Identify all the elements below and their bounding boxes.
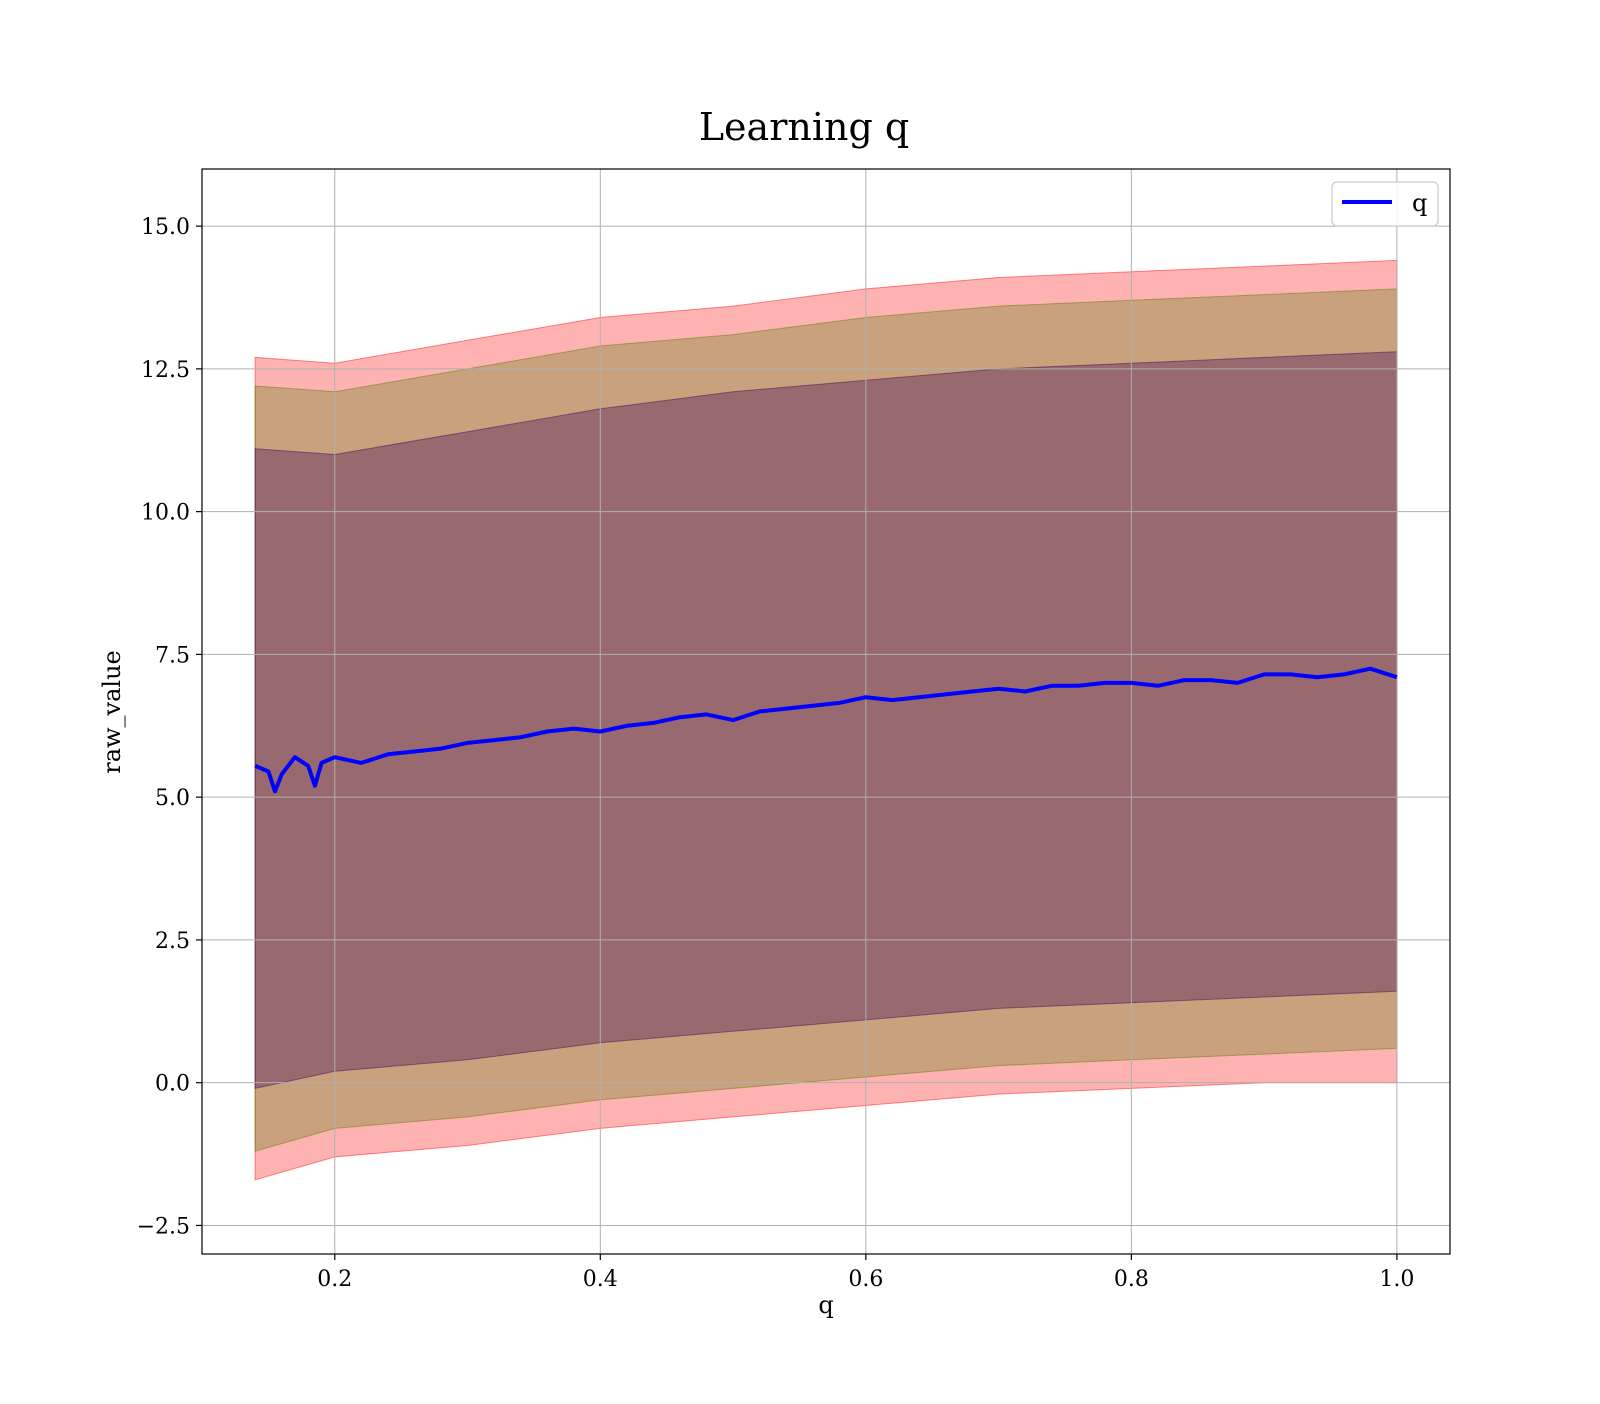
y-ticks: −2.5 0.0 2.5 5.0 7.5 10.0 12.5 15.0: [137, 215, 202, 1239]
y-tick-label-1: 0.0: [155, 1072, 190, 1097]
chart-title: Learning q: [699, 105, 909, 149]
y-axis-label: raw_value: [98, 650, 126, 774]
series-line-q: [254, 666, 1398, 794]
band-area-2: [254, 351, 1398, 1090]
x-ticks: 0.2 0.4 0.6 0.8 1.0: [317, 1254, 1414, 1292]
x-tick-label-0: 0.2: [317, 1267, 352, 1292]
bands-layer: [254, 259, 1398, 1181]
y-tick-label-0: −2.5: [137, 1214, 190, 1239]
grid-layer: [202, 169, 1450, 1254]
legend[interactable]: q: [1331, 181, 1439, 227]
legend-label-q: q: [1412, 189, 1427, 217]
x-axis-label: q: [818, 1291, 833, 1319]
plot-frame: [201, 168, 1451, 1255]
y-tick-label-2: 2.5: [155, 929, 190, 954]
y-tick-label-5: 10.0: [141, 501, 190, 526]
y-tick-label-7: 15.0: [141, 215, 190, 240]
x-tick-label-1: 0.4: [583, 1267, 618, 1292]
y-tick-label-6: 12.5: [141, 358, 190, 383]
y-tick-label-4: 7.5: [155, 643, 190, 668]
series-layer: [254, 666, 1398, 794]
y-tick-label-3: 5.0: [155, 786, 190, 811]
x-tick-label-4: 1.0: [1379, 1267, 1414, 1292]
x-tick-label-3: 0.8: [1114, 1267, 1149, 1292]
x-tick-label-2: 0.6: [848, 1267, 883, 1292]
